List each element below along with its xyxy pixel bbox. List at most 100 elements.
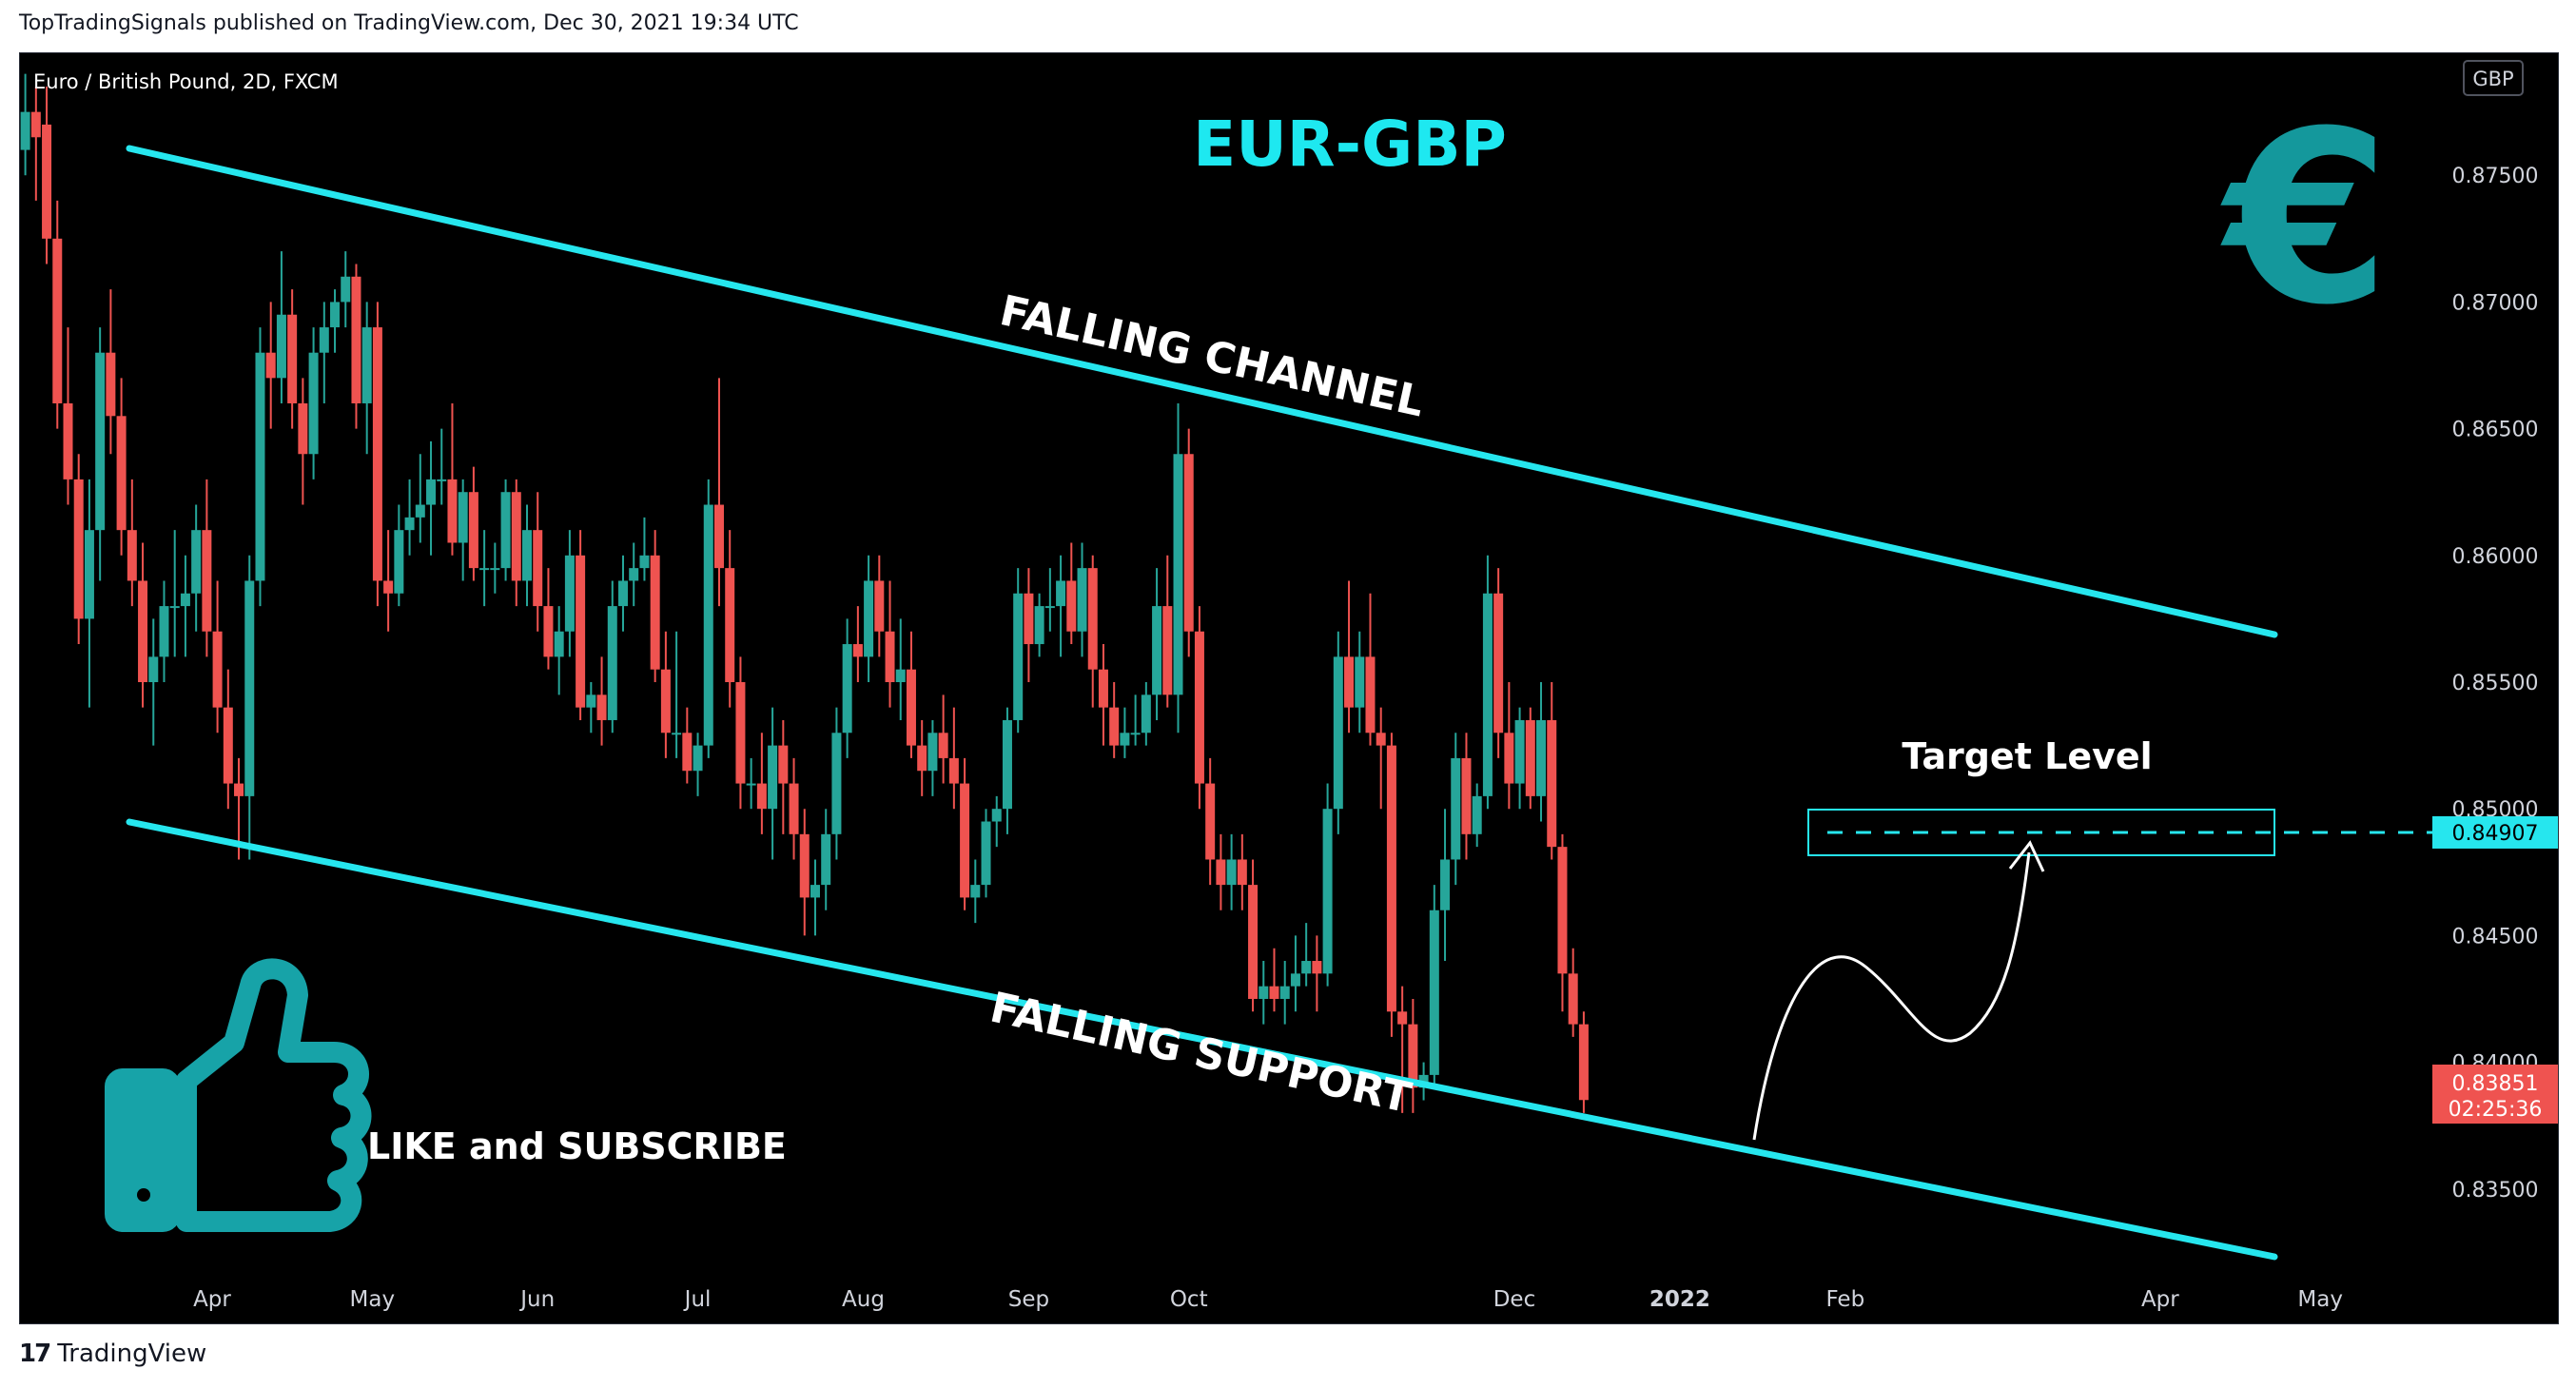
candle-body	[746, 783, 756, 786]
candle	[1376, 707, 1386, 810]
candle	[1312, 935, 1322, 1012]
candle	[1451, 733, 1461, 886]
euro-icon: €	[2220, 80, 2391, 357]
chart-panel[interactable]: EUR-GBP FALLING CHANNEL FALLING SUPPORT …	[19, 52, 2559, 1324]
candle-body	[596, 694, 607, 720]
candle	[1130, 694, 1141, 746]
candle	[148, 618, 159, 746]
candle	[1482, 555, 1493, 810]
candle	[341, 251, 351, 328]
candle-body	[1536, 719, 1547, 796]
candle-body	[1237, 859, 1247, 886]
candle	[1120, 707, 1130, 758]
x-tick-label: Jun	[518, 1287, 555, 1312]
candle	[533, 492, 543, 632]
chart-canvas[interactable]: EUR-GBP FALLING CHANNEL FALLING SUPPORT …	[20, 53, 2558, 1323]
symbol-legend[interactable]: Euro / British Pound, 2D, FXCM	[33, 70, 339, 93]
candle-body	[885, 631, 895, 682]
candle-body	[287, 314, 298, 403]
candle	[383, 530, 394, 632]
candle-body	[607, 606, 617, 720]
candle-body	[1056, 580, 1066, 607]
candle-body	[1525, 719, 1535, 796]
candle-body	[682, 733, 693, 772]
price-scale[interactable]: GBP 0.87500 0.87000 0.86500 0.86000 0.85500 0…	[2452, 60, 2539, 1203]
x-tick-label: Jul	[683, 1287, 712, 1312]
candle	[885, 580, 895, 708]
candle	[265, 302, 276, 429]
candle	[852, 606, 863, 682]
x-tick-label: May	[350, 1287, 396, 1312]
candle	[948, 707, 959, 810]
candle	[159, 580, 169, 682]
candle-body	[1344, 656, 1355, 708]
candle-body	[1002, 719, 1012, 810]
candle-body	[511, 492, 521, 581]
chart-title: EUR-GBP	[1193, 108, 1507, 181]
candle-body	[255, 352, 265, 581]
candle-body	[960, 783, 970, 898]
candle-body	[479, 568, 490, 571]
candle	[287, 289, 298, 429]
candle	[960, 757, 970, 910]
candle-body	[1578, 1024, 1589, 1101]
candle-body	[138, 580, 148, 682]
candle	[650, 530, 660, 682]
falling-channel-lines	[126, 145, 2278, 1261]
candle-body	[1087, 568, 1098, 670]
tradingview-footer[interactable]: 17 TradingView	[19, 1340, 206, 1368]
projection-arrowhead	[2008, 840, 2045, 872]
candle	[1109, 682, 1120, 758]
candle	[127, 479, 137, 607]
currency-badge[interactable]: GBP	[2463, 60, 2524, 96]
candle	[244, 555, 255, 860]
candle	[437, 428, 447, 505]
last-price-tag: 0.83851 02:25:36	[2432, 1065, 2558, 1124]
candle	[116, 378, 127, 556]
candle-body	[1504, 733, 1514, 784]
candle	[30, 87, 41, 201]
candle	[426, 440, 437, 556]
candle	[212, 580, 223, 734]
candle-body	[970, 885, 981, 898]
candle-body	[1557, 847, 1568, 974]
tradingview-brand: TradingView	[57, 1340, 207, 1368]
candle-body	[1141, 694, 1151, 734]
candle	[1429, 885, 1439, 1088]
x-tick-label: Apr	[2141, 1287, 2179, 1312]
candle-body	[1301, 961, 1312, 974]
candle	[52, 200, 63, 429]
target-price-tag: 0.84907	[2432, 815, 2558, 849]
candle	[906, 631, 916, 758]
candle-body	[372, 327, 382, 581]
y-tick-label: 0.87000	[2452, 291, 2539, 315]
candle	[991, 795, 1002, 848]
candle-body	[1066, 580, 1077, 632]
time-scale[interactable]: Apr May Jun Jul Aug Sep Oct Dec 2022 Feb Apr May	[193, 1287, 2343, 1312]
candle	[799, 809, 810, 936]
y-tick-label: 0.87500	[2452, 165, 2539, 188]
candle-body	[468, 492, 478, 569]
candle-body	[1216, 859, 1226, 886]
candle-body	[1152, 606, 1162, 695]
candle	[522, 504, 533, 607]
candle-body	[341, 276, 351, 303]
candle	[1290, 935, 1300, 1012]
candle	[1002, 707, 1012, 834]
candle	[191, 504, 202, 632]
channel-lower-line	[126, 818, 2278, 1261]
candle	[917, 719, 927, 796]
candle-body	[404, 517, 415, 531]
like-subscribe-label: LIKE and SUBSCRIBE	[367, 1125, 787, 1167]
thumbs-up-icon	[105, 958, 372, 1232]
candle-body	[351, 276, 361, 403]
candle	[1355, 631, 1365, 734]
candle	[1205, 757, 1216, 886]
candle-body	[1173, 454, 1183, 695]
candle-body	[212, 631, 223, 708]
candle	[778, 719, 789, 834]
candle-body	[576, 555, 586, 708]
candle-body	[564, 555, 575, 632]
candle	[180, 555, 190, 657]
candle-body	[852, 644, 863, 657]
